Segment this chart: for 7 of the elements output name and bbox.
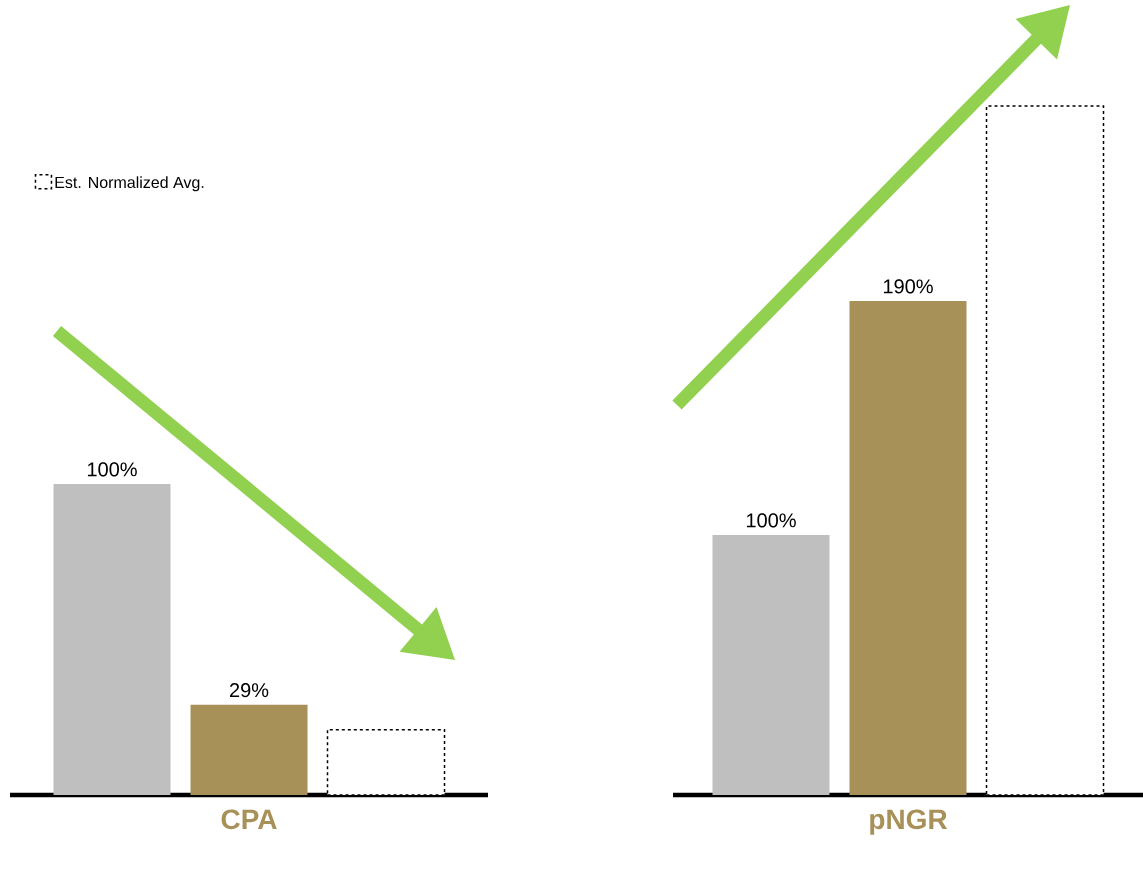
data-label: 190%	[883, 279, 933, 294]
data-label: 29%	[229, 683, 269, 698]
data-label: 100%	[87, 462, 137, 477]
x-axis-title: CPA	[221, 809, 277, 830]
x-axis-title: pNGR	[870, 809, 948, 835]
legend-label: Est. Normalized Avg.	[55, 176, 204, 192]
data-label: 100%	[746, 513, 796, 528]
